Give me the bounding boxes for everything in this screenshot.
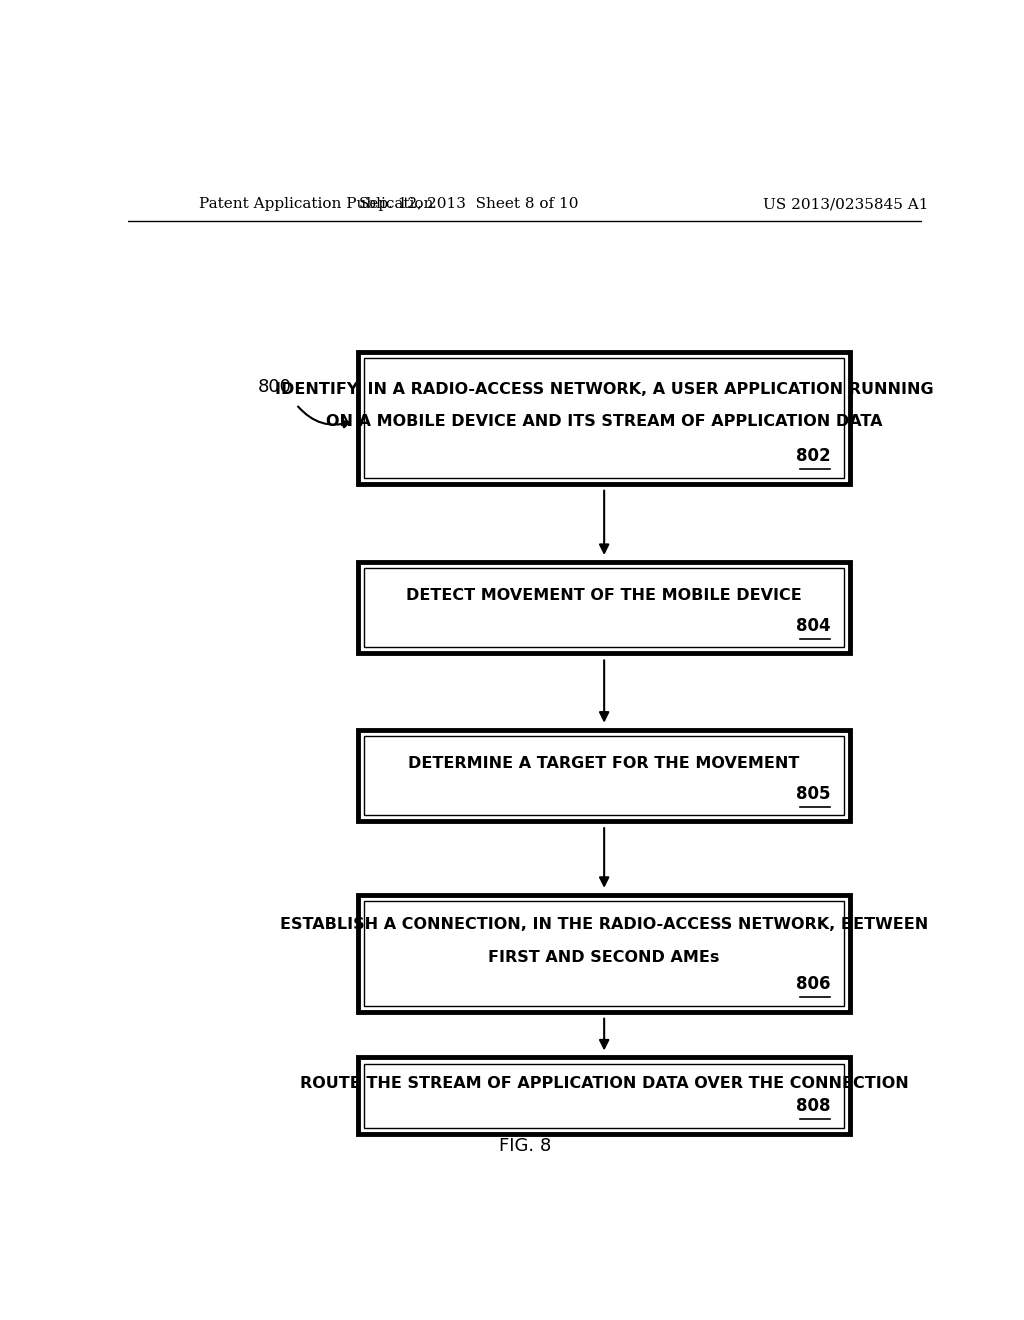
Text: ROUTE THE STREAM OF APPLICATION DATA OVER THE CONNECTION: ROUTE THE STREAM OF APPLICATION DATA OVE… [300, 1076, 908, 1090]
Text: 805: 805 [796, 785, 830, 803]
Text: FIG. 8: FIG. 8 [499, 1138, 551, 1155]
Text: 800: 800 [258, 378, 292, 396]
Text: ON A MOBILE DEVICE AND ITS STREAM OF APPLICATION DATA: ON A MOBILE DEVICE AND ITS STREAM OF APP… [326, 414, 883, 429]
Bar [358, 351, 850, 483]
Bar [358, 562, 850, 653]
Text: IDENTIFY, IN A RADIO-ACCESS NETWORK, A USER APPLICATION RUNNING: IDENTIFY, IN A RADIO-ACCESS NETWORK, A U… [274, 381, 934, 396]
Bar [365, 735, 844, 814]
Bar [358, 730, 850, 821]
Text: 802: 802 [796, 447, 830, 466]
Text: DETERMINE A TARGET FOR THE MOVEMENT: DETERMINE A TARGET FOR THE MOVEMENT [409, 755, 800, 771]
Bar [365, 358, 844, 478]
Bar [365, 568, 844, 647]
Bar [358, 895, 850, 1011]
Text: Patent Application Publication: Patent Application Publication [200, 197, 434, 211]
Text: Sep. 12, 2013  Sheet 8 of 10: Sep. 12, 2013 Sheet 8 of 10 [359, 197, 579, 211]
Bar [358, 1057, 850, 1134]
Bar [365, 900, 844, 1006]
FancyArrowPatch shape [298, 407, 349, 428]
Text: US 2013/0235845 A1: US 2013/0235845 A1 [763, 197, 929, 211]
Text: 804: 804 [796, 616, 830, 635]
Text: 806: 806 [796, 975, 830, 994]
Text: DETECT MOVEMENT OF THE MOBILE DEVICE: DETECT MOVEMENT OF THE MOBILE DEVICE [407, 587, 802, 603]
Text: 808: 808 [796, 1097, 830, 1115]
Bar [365, 1064, 844, 1127]
Text: ESTABLISH A CONNECTION, IN THE RADIO-ACCESS NETWORK, BETWEEN: ESTABLISH A CONNECTION, IN THE RADIO-ACC… [280, 917, 929, 932]
Text: FIRST AND SECOND AMEs: FIRST AND SECOND AMEs [488, 950, 720, 965]
